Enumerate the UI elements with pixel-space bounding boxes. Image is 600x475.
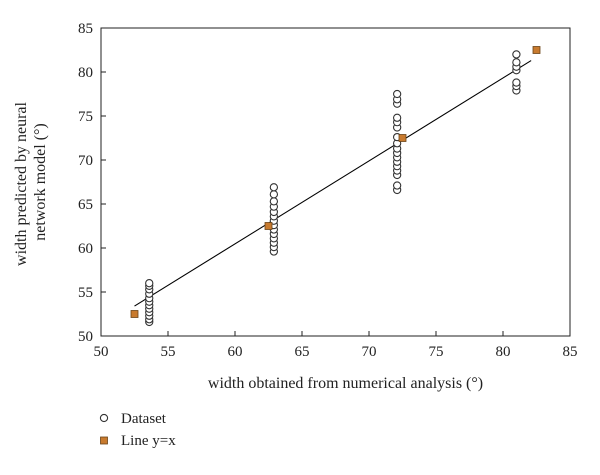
x-tick-label: 65 [295,344,310,360]
legend-dataset-marker [99,413,109,423]
y-axis-label-line-1: width predicted by neural [13,101,30,266]
y-axis-label: width predicted by neural network model … [13,98,49,266]
axis-ticks: 50 55 60 65 70 75 80 85 50 55 60 65 70 75 80 85 [78,21,578,360]
line-yx-point [532,46,541,54]
y-axis-label-line-2: network model (°) [32,123,49,240]
y-tick-label: 85 [78,21,93,37]
line-yx-point [264,222,273,230]
legend: Dataset Line y=x [99,411,176,449]
y-tick-label: 60 [78,241,93,257]
y-tick-label: 50 [78,329,93,345]
fit-line-layer [134,60,532,307]
dataset-point [392,113,402,122]
dataset-point [269,190,279,199]
dataset-point [392,89,402,99]
x-tick-label: 85 [563,344,578,360]
y-tick-label: 65 [78,197,93,213]
x-tick-label: 50 [94,344,109,360]
x-axis-label: width obtained from numerical analysis (… [208,375,483,392]
x-tick-label: 55 [161,344,176,360]
regression-line [134,60,532,307]
x-tick-label: 75 [429,344,444,360]
legend-line-label: Line y=x [121,433,176,449]
dataset-point [512,50,521,59]
plot-area [100,27,571,337]
y-tick-label: 70 [78,153,93,169]
dataset-point [269,183,279,192]
y-tick-label: 80 [78,65,93,81]
legend-dataset-label: Dataset [121,411,167,427]
dataset-point [392,181,402,190]
plot-frame [100,27,571,337]
dataset-point [145,279,154,288]
dataset-point [512,78,521,87]
line-yx-point [398,134,407,142]
dataset-point [269,197,279,206]
dataset-point [512,58,521,67]
y-tick-label: 55 [78,285,93,301]
data-points-layer [130,46,541,327]
x-tick-label: 60 [228,344,243,360]
x-tick-label: 70 [362,344,377,360]
y-tick-label: 75 [78,109,93,125]
legend-line-marker [100,436,108,445]
line-yx-point [130,310,139,318]
x-tick-label: 80 [496,344,511,360]
